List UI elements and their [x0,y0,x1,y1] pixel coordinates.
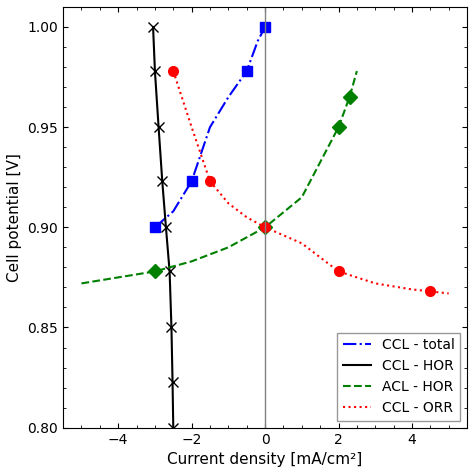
CCL - HOR [167,269,173,274]
CCL - HOR [159,178,165,184]
CCL - ORR [336,269,341,274]
CCL - HOR [163,225,169,230]
CCL - total [226,94,231,100]
ACL - HOR [299,194,305,200]
CCL - total [171,209,176,214]
CCL - ORR [262,225,268,230]
ACL - HOR [336,124,341,130]
ACL - HOR [79,281,84,286]
Line: CCL - ORR: CCL - ORR [173,71,449,293]
CCL - ORR [171,68,176,74]
CCL - ORR [409,287,415,292]
ACL - HOR [226,245,231,250]
CCL - ORR [446,291,452,296]
ACL - HOR [354,68,360,74]
CCL - total [207,124,213,130]
CCL - ORR [226,201,231,206]
CCL - total [152,225,158,230]
CCL - HOR [156,124,162,130]
CCL - HOR [170,379,175,384]
CCL - total [255,38,261,44]
CCL - total [244,68,250,74]
CCL - ORR [244,214,250,220]
CCL - ORR [299,240,305,246]
CCL - ORR [207,178,213,184]
CCL - total [262,24,268,30]
Line: ACL - HOR: ACL - HOR [82,71,357,283]
Y-axis label: Cell potential [V]: Cell potential [V] [7,153,22,282]
CCL - HOR [152,68,158,74]
Legend: CCL - total, CCL - HOR, ACL - HOR, CCL - ORR: CCL - total, CCL - HOR, ACL - HOR, CCL -… [337,333,460,421]
ACL - HOR [346,94,352,100]
Line: CCL - total: CCL - total [155,27,265,228]
Line: CCL - HOR: CCL - HOR [153,27,173,428]
CCL - HOR [150,24,156,30]
CCL - ORR [189,124,194,130]
X-axis label: Current density [mA/cm²]: Current density [mA/cm²] [167,452,363,467]
CCL - HOR [169,325,174,330]
ACL - HOR [262,225,268,230]
CCL - HOR [171,425,176,430]
CCL - total [189,178,194,184]
ACL - HOR [189,258,194,264]
CCL - ORR [373,281,378,286]
ACL - HOR [152,269,158,274]
